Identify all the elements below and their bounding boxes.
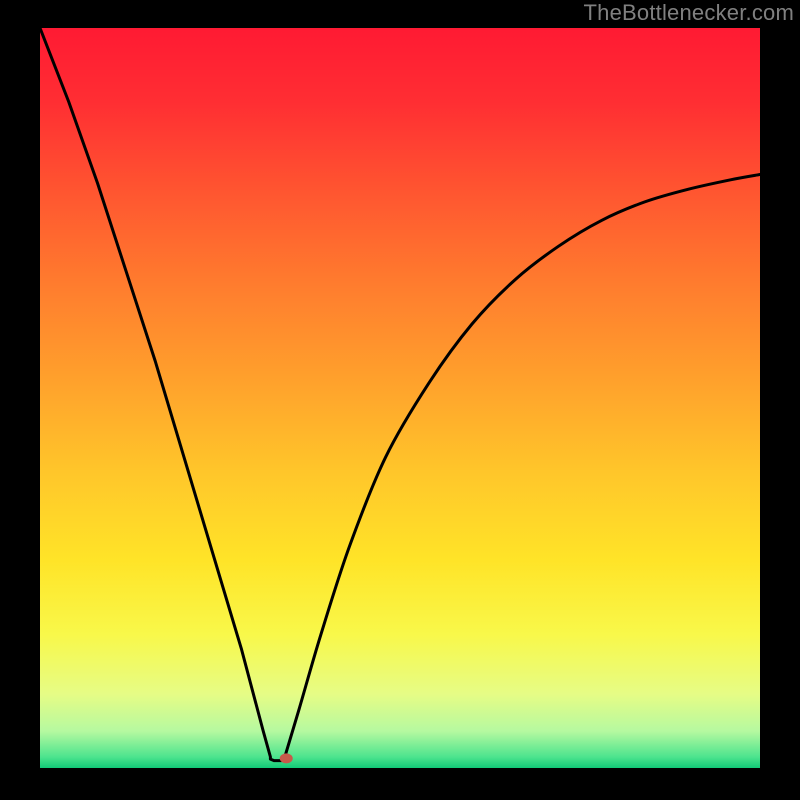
chart-container: TheBottlenecker.com xyxy=(0,0,800,800)
chart-svg xyxy=(0,0,800,800)
watermark-text: TheBottlenecker.com xyxy=(584,0,800,26)
optimum-marker xyxy=(280,753,293,763)
plot-background xyxy=(40,28,760,768)
